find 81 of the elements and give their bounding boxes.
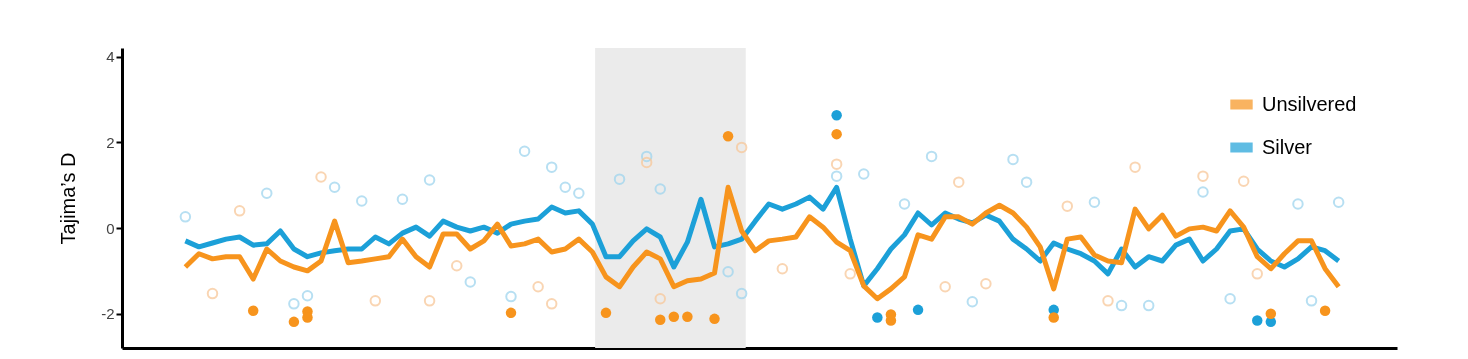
point — [1020, 176, 1033, 188]
point — [668, 311, 680, 322]
point — [844, 268, 856, 280]
point — [613, 173, 626, 185]
point — [939, 280, 951, 293]
point — [1319, 305, 1331, 316]
point — [423, 174, 436, 186]
point — [1305, 295, 1318, 307]
point — [830, 158, 843, 170]
point — [1102, 295, 1114, 307]
point — [559, 181, 572, 194]
point — [261, 187, 273, 200]
point — [966, 295, 979, 308]
point — [179, 211, 192, 223]
point — [206, 287, 219, 300]
point — [858, 168, 870, 180]
point — [1197, 170, 1209, 182]
point — [1237, 175, 1250, 188]
point — [505, 307, 517, 319]
point — [1061, 200, 1074, 212]
point — [1292, 198, 1304, 210]
point — [423, 295, 436, 307]
point — [655, 314, 666, 325]
point — [1332, 196, 1345, 209]
point — [735, 287, 748, 300]
point — [1048, 312, 1059, 323]
point — [450, 259, 463, 272]
point — [898, 198, 911, 210]
point — [654, 183, 666, 195]
point — [356, 195, 368, 207]
point — [573, 187, 585, 200]
point — [735, 141, 748, 154]
point — [301, 289, 314, 302]
point — [518, 145, 531, 158]
point — [654, 292, 666, 305]
point — [1142, 299, 1155, 312]
point — [1251, 268, 1263, 280]
point — [505, 290, 517, 303]
point — [233, 205, 246, 217]
point — [831, 110, 842, 121]
point — [776, 262, 789, 275]
point — [1007, 153, 1019, 166]
point — [328, 181, 341, 194]
point — [545, 161, 558, 173]
point — [830, 170, 843, 182]
point — [532, 280, 544, 293]
point — [315, 171, 327, 183]
point — [1115, 299, 1128, 312]
point — [953, 176, 965, 188]
point — [1088, 196, 1101, 209]
point — [1197, 186, 1209, 198]
point — [545, 298, 558, 310]
point — [288, 316, 300, 328]
point — [600, 307, 612, 319]
y-tick-label: 4 — [106, 48, 115, 66]
point — [640, 150, 653, 163]
point — [831, 128, 842, 140]
point — [1252, 315, 1263, 326]
point — [980, 277, 992, 290]
point — [288, 298, 300, 310]
legend-label: Unsilvered — [1262, 92, 1357, 115]
point — [682, 311, 693, 322]
point — [709, 313, 720, 325]
y-tick-label: -2 — [101, 305, 115, 323]
point — [722, 131, 734, 142]
point — [872, 312, 883, 323]
point — [1129, 161, 1141, 173]
point — [912, 304, 924, 316]
point — [247, 305, 259, 316]
point — [640, 156, 653, 169]
point — [396, 193, 409, 206]
point — [1224, 292, 1236, 305]
y-tick-label: 0 — [106, 219, 115, 237]
point — [1265, 308, 1277, 319]
y-tick-label: 2 — [106, 133, 115, 151]
point — [925, 150, 938, 163]
point — [464, 276, 477, 288]
point — [722, 265, 734, 278]
y-axis-title: Tajima’s D — [57, 152, 80, 245]
legend-label: Silver — [1262, 135, 1313, 158]
point — [369, 295, 382, 307]
